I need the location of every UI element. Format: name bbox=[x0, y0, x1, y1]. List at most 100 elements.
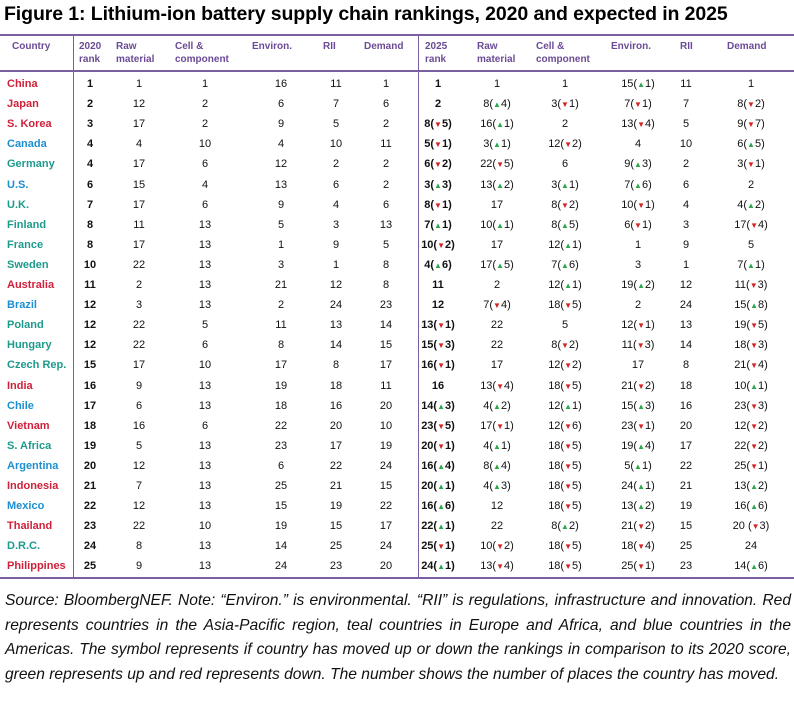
cell-environ-2025: 17 bbox=[631, 359, 645, 372]
cell-cell-component-2020: 13 bbox=[198, 459, 212, 472]
cell-raw-material-2020: 22 bbox=[132, 258, 146, 271]
up-arrow-icon: ▲ bbox=[637, 401, 646, 411]
table-row: U.K. 7 17 6 9 4 6 8(▼1) 17 8(▼2) 10(▼1) 4 4(▲2) bbox=[0, 195, 794, 215]
cell-rii-2020: 13 bbox=[329, 319, 343, 332]
cell-cell-component-2020: 1 bbox=[201, 78, 209, 90]
cell-environ-2020: 25 bbox=[274, 480, 288, 492]
cell-raw-material-2020: 17 bbox=[132, 158, 146, 171]
cell-demand-2025: 6(▲5) bbox=[737, 138, 765, 151]
table-row: Poland 12 22 5 11 13 14 13(▼1) 22 5 12(▼1) 13 19(▼5) bbox=[0, 315, 794, 335]
cell-demand-2025: 21(▼4) bbox=[734, 359, 768, 372]
cell-demand-2020: 23 bbox=[379, 299, 393, 312]
cell-rii-2025: 5 bbox=[682, 118, 690, 131]
down-arrow-icon: ▼ bbox=[747, 160, 755, 170]
cell-raw-material-2025: 4(▲2) bbox=[483, 399, 511, 412]
country-name: Australia bbox=[7, 279, 55, 291]
cell-rank-2020: 22 bbox=[83, 500, 97, 513]
country-name: France bbox=[7, 238, 44, 251]
cell-cell-component-2025: 8(▲5) bbox=[551, 218, 579, 231]
cell-rii-2020: 17 bbox=[329, 439, 343, 452]
table-bottom-rule bbox=[0, 577, 794, 579]
table-row: U.S. 6 15 4 13 6 2 3(▲3) 13(▲2) 3(▲1) 7(▲6) 6 2 bbox=[0, 175, 794, 195]
down-arrow-icon: ▼ bbox=[634, 100, 642, 110]
down-arrow-icon: ▼ bbox=[750, 341, 759, 351]
cell-rank-2025: 10(▼2) bbox=[421, 238, 455, 251]
cell-rank-2025: 11 bbox=[432, 279, 444, 291]
country-name: Thailand bbox=[7, 520, 53, 533]
down-arrow-icon: ▼ bbox=[496, 542, 505, 552]
up-arrow-icon: ▲ bbox=[493, 100, 501, 110]
up-arrow-icon: ▲ bbox=[750, 482, 759, 491]
up-arrow-icon: ▲ bbox=[493, 140, 501, 150]
down-arrow-icon: ▼ bbox=[437, 361, 446, 371]
cell-cell-component-2020: 13 bbox=[198, 279, 212, 291]
cell-environ-2025: 21(▼2) bbox=[621, 520, 655, 533]
cell-rii-2025: 10 bbox=[679, 138, 693, 151]
table-row: Sweden 10 22 13 3 1 8 4(▲6) 17(▲5) 7(▲6) 3 1 7(▲1) bbox=[0, 255, 794, 275]
cell-rank-2020: 23 bbox=[83, 520, 97, 533]
cell-demand-2025: 19(▼5) bbox=[734, 319, 768, 332]
cell-cell-component-2025: 12(▲1) bbox=[548, 238, 582, 251]
cell-rii-2020: 3 bbox=[332, 218, 340, 231]
up-arrow-icon: ▲ bbox=[564, 240, 573, 250]
cell-environ-2020: 4 bbox=[277, 138, 285, 151]
cell-environ-2025: 2 bbox=[634, 299, 642, 312]
cell-demand-2025: 9(▼7) bbox=[737, 118, 765, 131]
cell-raw-material-2025: 3(▲1) bbox=[483, 138, 511, 151]
cell-environ-2020: 5 bbox=[277, 218, 285, 231]
up-arrow-icon: ▲ bbox=[493, 461, 501, 471]
cell-environ-2020: 12 bbox=[274, 158, 288, 171]
cell-demand-2025: 11(▼3) bbox=[734, 279, 768, 291]
cell-rii-2020: 16 bbox=[329, 399, 343, 412]
cell-environ-2020: 15 bbox=[274, 500, 288, 513]
cell-cell-component-2025: 18(▼5) bbox=[548, 299, 582, 312]
cell-cell-component-2025: 18(▼5) bbox=[548, 439, 582, 452]
cell-cell-component-2025: 3(▲1) bbox=[551, 178, 579, 191]
down-arrow-icon: ▼ bbox=[437, 341, 446, 351]
cell-raw-material-2025: 4(▲3) bbox=[483, 480, 511, 492]
cell-demand-2025: 12(▼2) bbox=[734, 419, 768, 432]
cell-cell-component-2020: 10 bbox=[198, 138, 212, 151]
cell-demand-2020: 5 bbox=[382, 238, 390, 251]
cell-raw-material-2025: 22 bbox=[490, 339, 504, 352]
cell-raw-material-2020: 16 bbox=[132, 419, 146, 432]
table-row: S. Africa 19 5 13 23 17 19 20(▼1) 4(▲1) 18(▼5) 19(… bbox=[0, 436, 794, 456]
cell-rii-2025: 21 bbox=[679, 480, 693, 492]
down-arrow-icon: ▼ bbox=[637, 542, 646, 552]
cell-raw-material-2020: 12 bbox=[132, 459, 146, 472]
cell-raw-material-2020: 9 bbox=[135, 379, 143, 392]
country-name: Vietnam bbox=[7, 419, 50, 432]
header-raw-material-2025: Raw material bbox=[477, 41, 516, 65]
cell-rii-2025: 2 bbox=[682, 158, 690, 171]
table-row: Finland 8 11 13 5 3 13 7(▲1) 10(▲1) 8(▲5) 6(▼1) 3 17… bbox=[0, 215, 794, 235]
cell-rii-2025: 17 bbox=[679, 439, 693, 452]
up-arrow-icon: ▲ bbox=[634, 180, 642, 190]
cell-raw-material-2020: 22 bbox=[132, 339, 146, 352]
cell-cell-component-2020: 13 bbox=[198, 218, 212, 231]
cell-cell-component-2025: 12(▲1) bbox=[548, 279, 582, 291]
cell-rank-2020: 1 bbox=[86, 78, 94, 90]
down-arrow-icon: ▼ bbox=[637, 562, 646, 572]
cell-demand-2020: 17 bbox=[379, 359, 393, 372]
down-arrow-icon: ▼ bbox=[637, 120, 646, 130]
cell-raw-material-2020: 22 bbox=[132, 520, 146, 533]
down-arrow-icon: ▼ bbox=[437, 441, 446, 451]
up-arrow-icon: ▲ bbox=[496, 260, 505, 270]
down-arrow-icon: ▼ bbox=[637, 522, 646, 532]
header-cell-component-2020: Cell & component bbox=[175, 41, 229, 65]
cell-environ-2020: 17 bbox=[274, 359, 288, 372]
cell-cell-component-2025: 18(▼5) bbox=[548, 560, 582, 573]
table-row: France 8 17 13 1 9 5 10(▼2) 17 12(▲1) 1 9 5 bbox=[0, 235, 794, 255]
down-arrow-icon: ▼ bbox=[434, 120, 442, 130]
cell-raw-material-2025: 10(▲1) bbox=[480, 218, 514, 231]
cell-rii-2025: 9 bbox=[682, 238, 690, 251]
cell-rii-2025: 3 bbox=[682, 218, 690, 231]
up-arrow-icon: ▲ bbox=[637, 281, 646, 290]
cell-raw-material-2020: 17 bbox=[132, 118, 146, 131]
cell-rank-2025: 3(▲3) bbox=[424, 178, 452, 191]
cell-raw-material-2025: 8(▲4) bbox=[483, 459, 511, 472]
cell-demand-2020: 10 bbox=[379, 419, 393, 432]
cell-cell-component-2020: 13 bbox=[198, 540, 212, 553]
cell-rank-2020: 10 bbox=[83, 258, 97, 271]
cell-rii-2020: 20 bbox=[329, 419, 343, 432]
